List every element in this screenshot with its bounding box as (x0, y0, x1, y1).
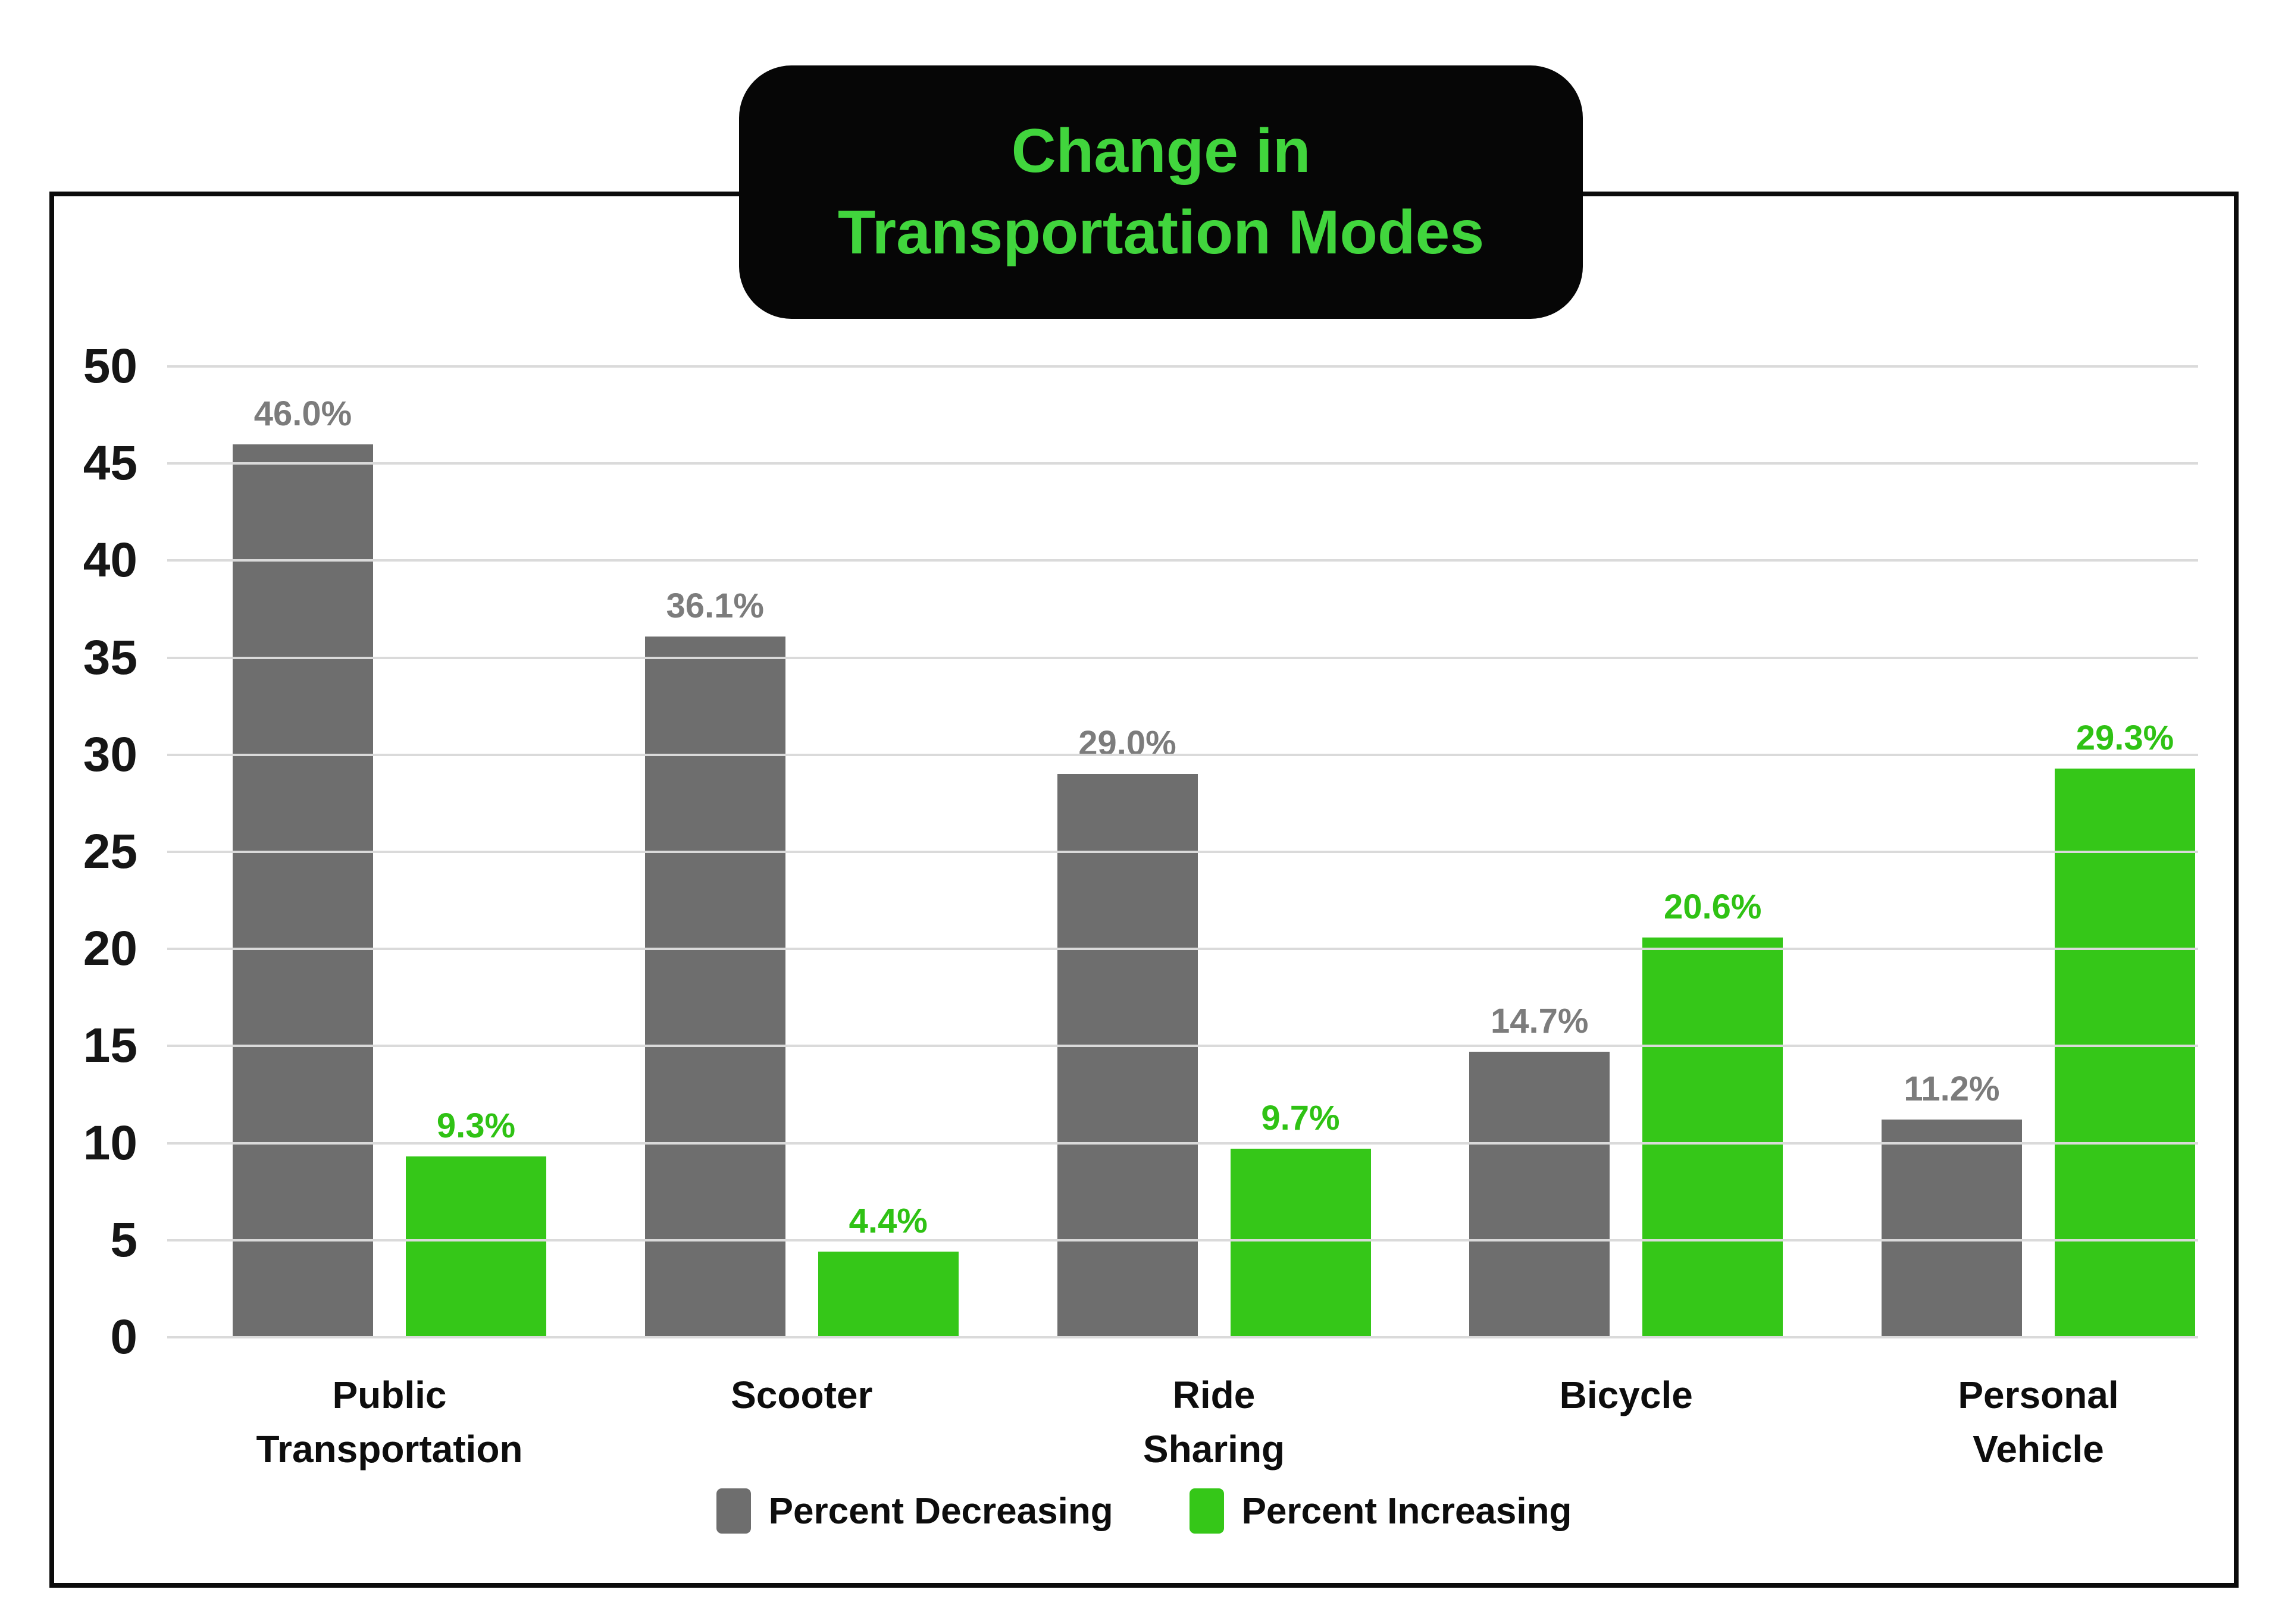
bar-value-label: 9.7% (1261, 1099, 1340, 1137)
bar-value-label: 20.6% (1664, 888, 1762, 926)
bar-wrap: 29.0% (1057, 723, 1198, 1337)
bar-group-ride-sharing: 29.0% 9.7% (1057, 723, 1371, 1337)
bar (1057, 774, 1198, 1337)
y-tick-label-40: 40 (83, 533, 137, 588)
y-tick-label-30: 30 (83, 727, 137, 782)
bar-value-label: 36.1% (666, 587, 764, 625)
legend-label-percent-increasing: Percent Increasing (1241, 1490, 1572, 1532)
y-tick-label-10: 10 (83, 1115, 137, 1170)
chart-title-box: Change in Transportation Modes (739, 65, 1583, 319)
legend: Percent Decreasing Percent Increasing (49, 1488, 2239, 1534)
gridline-y-35 (167, 656, 2198, 659)
y-tick-label-15: 15 (83, 1018, 137, 1073)
gridline-y-15 (167, 1045, 2198, 1048)
y-tick-label-45: 45 (83, 436, 137, 491)
bar (1882, 1120, 2022, 1337)
bars-row: 46.0% 9.3% 36.1% 4.4% 29.0% 9.7% 14.7% 20.6% 11.… (167, 366, 2198, 1337)
y-tick-label-0: 0 (110, 1310, 137, 1364)
bar (1469, 1052, 1610, 1337)
chart-title-line-1: Change in (1011, 116, 1311, 186)
bar-value-label: 46.0% (253, 394, 352, 433)
bar-group-bicycle: 14.7% 20.6% (1469, 887, 1783, 1337)
bar-wrap: 20.6% (1642, 887, 1783, 1337)
bar (644, 637, 785, 1337)
bar-group-public-transportation: 46.0% 9.3% (233, 394, 546, 1337)
gridline-y-40 (167, 559, 2198, 562)
gridline-y-25 (167, 851, 2198, 853)
bar-group-personal-vehicle: 11.2% 29.3% (1882, 718, 2195, 1337)
category-label-ride-sharing: Ride Sharing (1142, 1374, 1285, 1471)
category-label-bicycle: Bicycle (1559, 1374, 1693, 1416)
plot-area: 46.0% 9.3% 36.1% 4.4% 29.0% 9.7% 14.7% 20.6% 11.… (83, 339, 2198, 1364)
bar (406, 1156, 546, 1337)
bar-group-scooter: 36.1% 4.4% (644, 586, 959, 1337)
x-axis-category-labels: Public Transportation Scooter Ride Sharing Bi… (167, 1368, 2198, 1476)
y-tick-label-5: 5 (110, 1212, 137, 1267)
bar (818, 1252, 959, 1337)
bar-wrap: 11.2% (1882, 1069, 2022, 1337)
bar-wrap: 46.0% (233, 394, 373, 1337)
legend-swatch-increasing-icon (1189, 1488, 1224, 1534)
bar-value-label: 29.3% (2076, 719, 2174, 757)
bar-wrap: 14.7% (1469, 1001, 1610, 1337)
category-label-personal-vehicle: Personal Vehicle (1958, 1374, 2119, 1471)
legend-item-percent-increasing: Percent Increasing (1189, 1488, 1572, 1534)
bar-wrap: 9.3% (406, 1106, 546, 1337)
bar (1642, 938, 1783, 1337)
bar (2055, 769, 2195, 1337)
gridline-y-30 (167, 753, 2198, 756)
gridline-y-5 (167, 1239, 2198, 1241)
gridline-y-45 (167, 462, 2198, 465)
legend-label-percent-decreasing: Percent Decreasing (768, 1490, 1113, 1532)
bar-wrap: 29.3% (2055, 718, 2195, 1337)
y-tick-label-20: 20 (83, 921, 137, 976)
bar-value-label: 14.7% (1491, 1002, 1589, 1040)
y-tick-label-50: 50 (83, 339, 137, 393)
bar-wrap: 9.7% (1230, 1098, 1371, 1337)
bar-value-label: 11.2% (1904, 1070, 2000, 1108)
bar (233, 444, 373, 1337)
chart-title-line-2: Transportation Modes (837, 198, 1485, 267)
bar-value-label: 29.0% (1078, 724, 1176, 763)
bar-value-label: 4.4% (849, 1202, 928, 1240)
bar (1230, 1149, 1371, 1337)
legend-item-percent-decreasing: Percent Decreasing (716, 1488, 1113, 1534)
gridline-y-50 (167, 365, 2198, 368)
y-tick-label-25: 25 (83, 824, 137, 879)
bar-wrap: 36.1% (644, 586, 785, 1337)
bar-wrap: 4.4% (818, 1201, 959, 1337)
gridline-y-20 (167, 948, 2198, 951)
legend-swatch-decreasing-icon (716, 1488, 751, 1534)
gridline-y-0 (167, 1336, 2198, 1338)
gridline-y-10 (167, 1142, 2198, 1145)
category-label-public-transportation: Public Transportation (256, 1374, 523, 1471)
bar-value-label: 9.3% (436, 1106, 516, 1145)
category-label-scooter: Scooter (731, 1374, 873, 1416)
y-tick-label-35: 35 (83, 630, 137, 685)
